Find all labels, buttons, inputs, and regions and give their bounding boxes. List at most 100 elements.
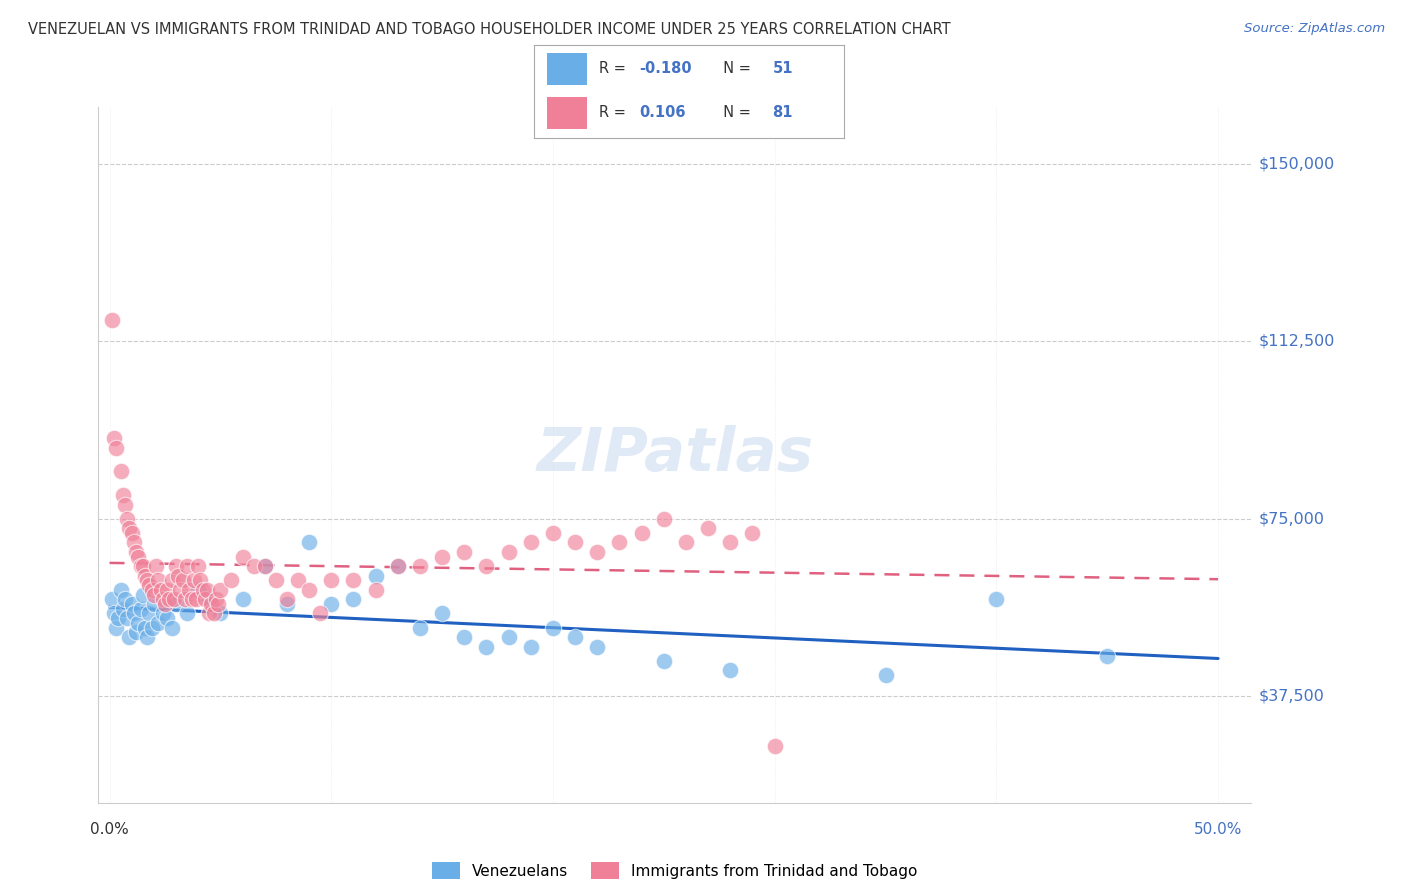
Point (675, 535, 697, 549)
Point (110, 582, 132, 597)
Point (156, 582, 179, 597)
Point (741, 526, 763, 541)
Point (132, 588, 155, 602)
Point (169, 582, 191, 597)
Point (541, 621, 564, 635)
Point (122, 535, 145, 549)
Point (136, 630, 159, 644)
Point (111, 488, 134, 502)
Point (187, 582, 209, 597)
Point (141, 582, 163, 597)
Point (138, 578, 160, 592)
Point (387, 559, 409, 574)
Bar (547, 53, 586, 85)
Text: N =: N = (714, 105, 755, 120)
Point (453, 545, 475, 559)
Point (207, 597, 229, 611)
Point (209, 607, 232, 621)
Point (142, 588, 165, 602)
Point (111, 601, 134, 615)
Point (475, 640, 498, 654)
Bar (547, 97, 586, 129)
Point (195, 582, 218, 597)
Text: 0.106: 0.106 (640, 105, 686, 120)
Point (430, 549, 453, 564)
Text: -0.180: -0.180 (640, 62, 692, 77)
Text: R =: R = (599, 105, 631, 120)
Text: 50.0%: 50.0% (1194, 822, 1243, 837)
Point (231, 592, 253, 607)
Text: $112,500: $112,500 (1258, 334, 1334, 349)
Point (409, 621, 432, 635)
Text: $37,500: $37,500 (1258, 689, 1324, 704)
Point (198, 607, 221, 621)
Point (1097, 649, 1119, 664)
Text: 0.0%: 0.0% (90, 822, 129, 837)
Point (163, 592, 186, 607)
Point (586, 640, 609, 654)
Text: VENEZUELAN VS IMMIGRANTS FROM TRINIDAD AND TOBAGO HOUSEHOLDER INCOME UNDER 25 YE: VENEZUELAN VS IMMIGRANTS FROM TRINIDAD A… (28, 22, 950, 37)
Point (231, 549, 253, 564)
Point (718, 663, 741, 677)
Point (176, 607, 198, 621)
Point (276, 597, 298, 611)
Point (136, 574, 159, 588)
Point (114, 498, 136, 512)
Point (253, 559, 276, 574)
Point (125, 545, 148, 559)
Point (157, 592, 180, 607)
Point (141, 621, 163, 635)
Point (152, 607, 174, 621)
Point (498, 630, 520, 644)
Point (202, 607, 225, 621)
Point (198, 592, 221, 607)
Point (200, 597, 222, 611)
Point (125, 625, 148, 640)
Point (763, 739, 786, 753)
Point (221, 574, 243, 588)
Point (321, 597, 343, 611)
Text: 51: 51 (772, 62, 793, 77)
Point (156, 611, 179, 625)
Point (103, 431, 125, 445)
Point (179, 582, 201, 597)
Point (165, 597, 187, 611)
Point (298, 582, 321, 597)
Point (105, 621, 128, 635)
Point (142, 597, 165, 611)
Point (172, 574, 194, 588)
Point (122, 607, 145, 621)
Point (718, 535, 741, 549)
Point (242, 559, 264, 574)
Text: R =: R = (599, 62, 631, 77)
Point (321, 574, 343, 588)
Point (121, 597, 143, 611)
Point (132, 559, 155, 574)
Point (129, 601, 152, 615)
Point (129, 559, 152, 574)
Point (148, 615, 170, 630)
Point (160, 574, 183, 588)
Point (127, 549, 149, 564)
Point (541, 526, 564, 541)
Point (149, 582, 172, 597)
Point (190, 574, 212, 588)
Point (309, 607, 332, 621)
Point (209, 582, 232, 597)
Point (148, 574, 170, 588)
Point (160, 621, 183, 635)
Point (187, 559, 209, 574)
Point (564, 630, 586, 644)
Point (134, 568, 156, 582)
Point (287, 574, 309, 588)
Text: ZIPatlas: ZIPatlas (536, 425, 814, 484)
Point (107, 611, 129, 625)
Point (167, 568, 190, 582)
Point (430, 607, 453, 621)
Point (127, 615, 149, 630)
Point (475, 559, 498, 574)
Point (342, 574, 364, 588)
Point (519, 640, 541, 654)
Point (205, 592, 228, 607)
Point (138, 607, 160, 621)
